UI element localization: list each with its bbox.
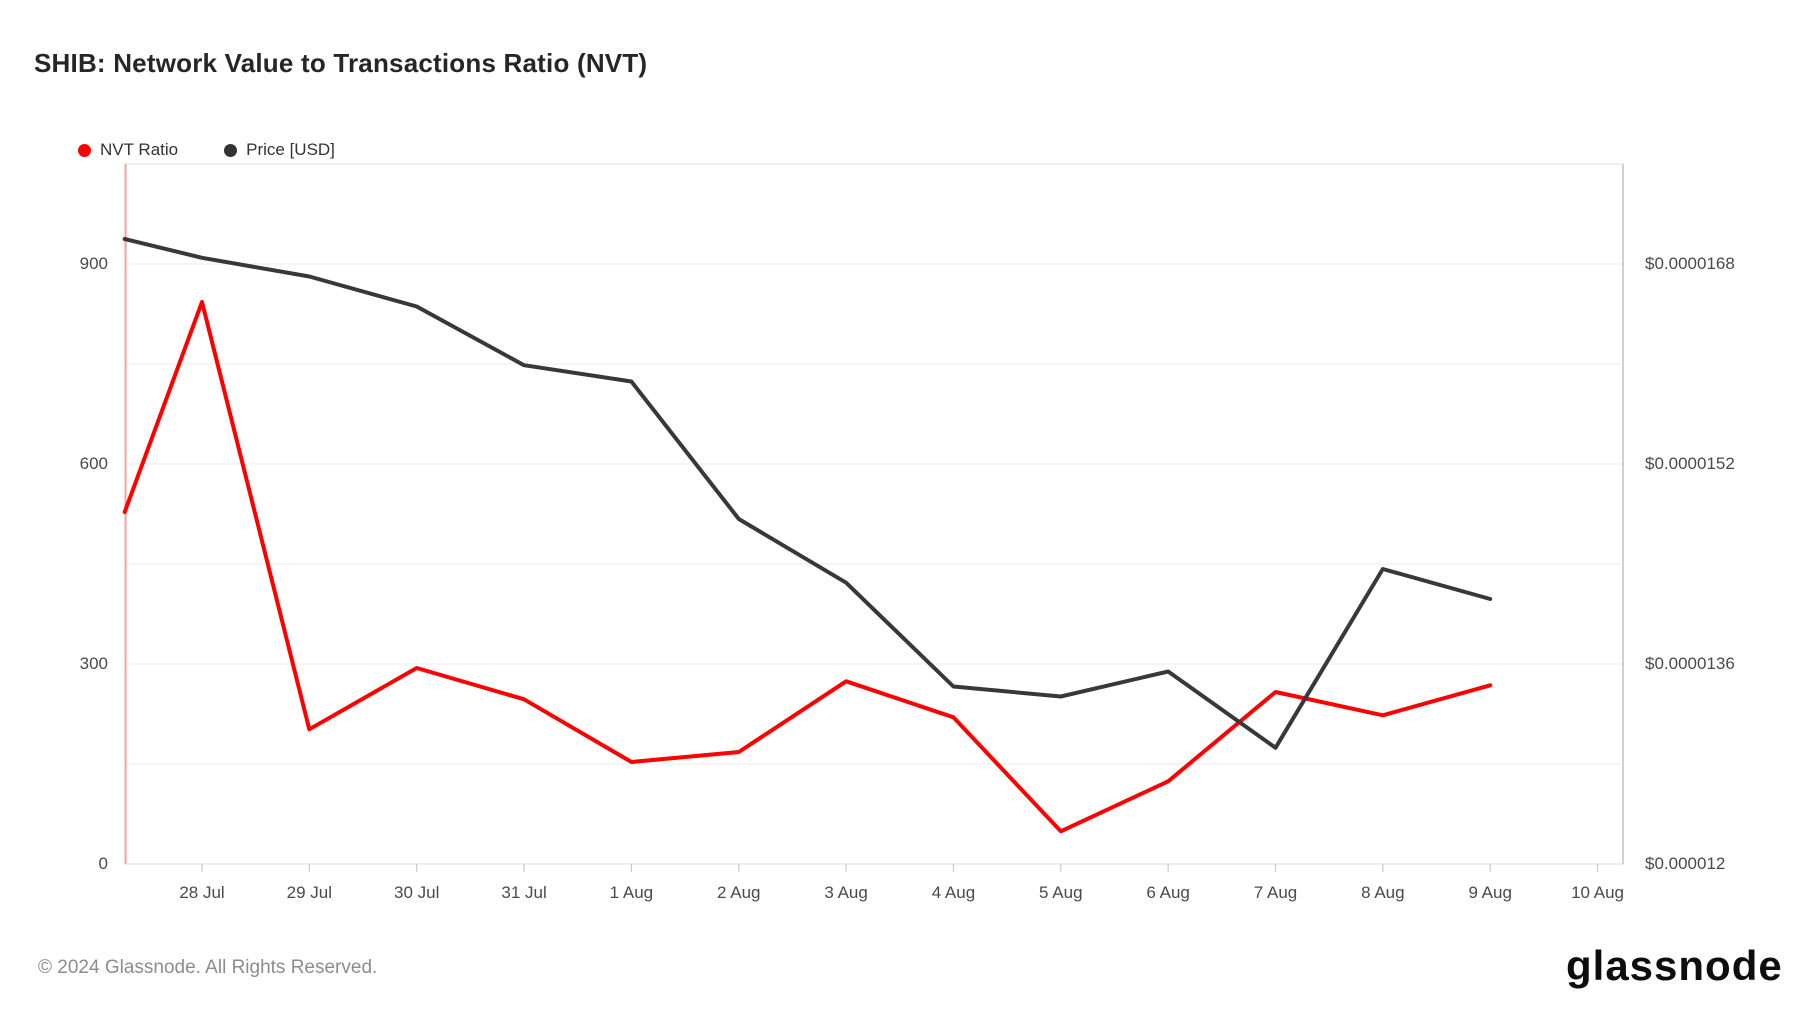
price-line xyxy=(122,237,1493,750)
legend-dot-icon xyxy=(78,143,91,157)
x-axis-date-label: 5 Aug xyxy=(1039,883,1083,902)
chart-legend: NVT Ratio Price [USD] xyxy=(78,140,335,160)
legend-dot-icon xyxy=(224,143,238,157)
glassnode-logo: glassnode xyxy=(1566,942,1783,989)
x-axis-date-label: 10 Aug xyxy=(1571,883,1625,902)
chart-canvas[interactable] xyxy=(122,163,1624,876)
x-axis-date-label: 30 Jul xyxy=(394,883,440,902)
chart-title: SHIB: Network Value to Transactions Rati… xyxy=(34,48,648,78)
x-axis-date-label: 1 Aug xyxy=(609,883,654,902)
plot-area[interactable] xyxy=(122,163,1624,876)
x-axis-date-label: 8 Aug xyxy=(1361,883,1405,902)
x-axis-date-label: 3 Aug xyxy=(824,883,868,902)
x-axis-date-label: 31 Jul xyxy=(501,883,547,902)
nvt-axis-tick-label: 300 xyxy=(79,654,108,673)
x-axis-date-label: 2 Aug xyxy=(717,883,761,902)
x-axis-date-label: 4 Aug xyxy=(931,883,976,902)
legend-item-label: NVT Ratio xyxy=(100,140,179,159)
copyright-text: © 2024 Glassnode. All Rights Reserved. xyxy=(38,957,378,978)
x-axis-date-label: 9 Aug xyxy=(1468,883,1512,902)
price-axis-tick-label: $0.000012 xyxy=(1645,854,1726,873)
nvt-ratio-line xyxy=(122,300,1493,834)
x-axis-date-label: 29 Jul xyxy=(286,883,333,902)
x-axis-date-label: 7 Aug xyxy=(1253,883,1298,902)
legend-item-label: Price [USD] xyxy=(246,140,335,159)
price-axis-tick-label: $0.0000152 xyxy=(1645,454,1735,473)
nvt-axis-tick-label: 0 xyxy=(98,854,108,873)
price-axis-tick-label: $0.0000168 xyxy=(1645,254,1735,273)
legend-item-price[interactable]: Price [USD] xyxy=(224,140,335,160)
legend-item-nvt-ratio[interactable]: NVT Ratio xyxy=(78,140,178,160)
x-axis-date-label: 28 Jul xyxy=(179,883,225,902)
nvt-axis-tick-label: 600 xyxy=(79,454,108,473)
x-axis-date-label: 6 Aug xyxy=(1146,883,1190,902)
price-axis-tick-label: $0.0000136 xyxy=(1645,654,1735,673)
nvt-axis-tick-label: 900 xyxy=(79,254,108,273)
